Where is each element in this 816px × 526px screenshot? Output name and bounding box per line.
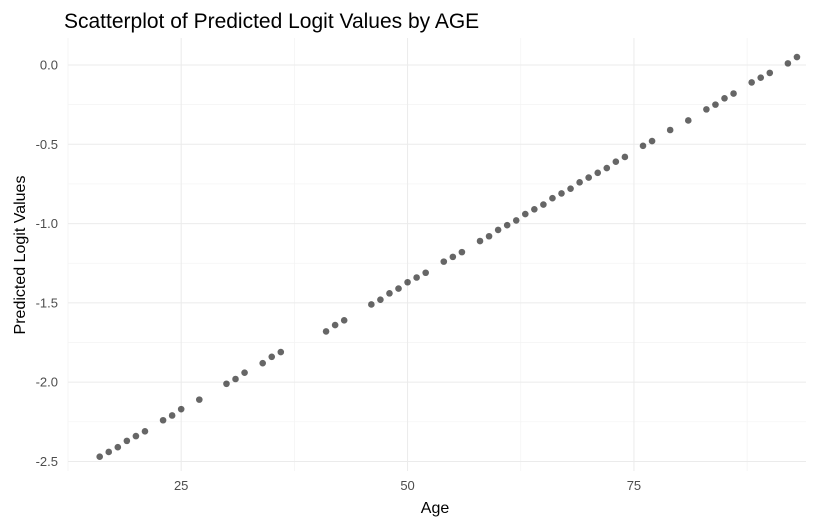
data-point	[603, 164, 611, 172]
grid-lines	[67, 38, 806, 471]
data-point	[259, 359, 266, 367]
x-axis-title: Age	[421, 500, 450, 517]
data-point	[368, 301, 375, 308]
data-point	[413, 274, 420, 281]
data-point	[105, 448, 113, 456]
data-point	[531, 205, 538, 213]
data-point	[277, 348, 285, 356]
data-point	[730, 90, 737, 97]
data-point	[223, 380, 230, 388]
data-point	[386, 290, 393, 297]
y-tick-label: -2.0	[36, 375, 58, 390]
data-point	[793, 53, 801, 61]
data-point	[141, 428, 149, 435]
data-point	[576, 179, 583, 186]
data-point	[567, 185, 574, 192]
y-axis-title: Predicted Logit Values	[12, 176, 29, 335]
data-point	[703, 106, 710, 113]
y-tick-label: 0.0	[40, 57, 58, 72]
y-tick-label: -2.5	[36, 454, 58, 469]
data-point	[684, 117, 692, 124]
data-point	[168, 412, 176, 419]
data-point	[485, 232, 493, 240]
y-tick-label: -1.5	[36, 295, 58, 310]
chart-title: Scatterplot of Predicted Logit Values by…	[64, 10, 479, 33]
data-point	[540, 201, 547, 208]
data-point	[512, 217, 520, 224]
data-point	[241, 369, 248, 376]
data-point	[648, 137, 656, 145]
data-point	[268, 353, 276, 361]
data-point	[404, 278, 411, 286]
data-point	[123, 437, 131, 445]
data-point	[196, 396, 203, 403]
data-point	[639, 142, 647, 150]
y-tick-label: -1.0	[36, 216, 58, 231]
data-point	[96, 453, 103, 461]
data-point	[612, 158, 620, 166]
data-points	[96, 53, 801, 461]
data-point	[331, 321, 339, 329]
data-point	[476, 237, 484, 245]
data-point	[784, 60, 792, 67]
x-tick-label: 25	[174, 478, 188, 493]
data-point	[159, 416, 167, 424]
data-point	[748, 79, 755, 86]
data-point	[494, 226, 502, 234]
data-point	[395, 285, 402, 292]
data-point	[177, 405, 185, 413]
data-point	[585, 174, 592, 181]
y-tick-label: -0.5	[36, 137, 58, 152]
tick-labels: 25 50 75 -2.5 -2.0 -1.5 -1.0 -0.5 0.0	[36, 57, 642, 493]
data-point	[232, 375, 239, 383]
data-point	[114, 443, 122, 451]
data-point	[621, 153, 629, 161]
data-point	[503, 221, 511, 229]
data-point	[549, 194, 556, 202]
data-point	[757, 74, 765, 81]
data-point	[521, 210, 529, 218]
data-point	[322, 328, 330, 335]
x-tick-label: 50	[400, 478, 414, 493]
data-point	[594, 169, 602, 177]
data-point	[132, 432, 140, 440]
data-point	[377, 296, 384, 304]
data-point	[340, 317, 348, 324]
data-point	[440, 258, 448, 265]
data-point	[558, 190, 565, 197]
data-point	[458, 248, 466, 256]
data-point	[422, 269, 429, 277]
data-point	[666, 126, 674, 134]
data-point	[449, 253, 457, 261]
data-point	[721, 94, 728, 102]
x-tick-label: 75	[627, 478, 641, 493]
data-point	[766, 69, 774, 77]
data-point	[712, 101, 719, 108]
